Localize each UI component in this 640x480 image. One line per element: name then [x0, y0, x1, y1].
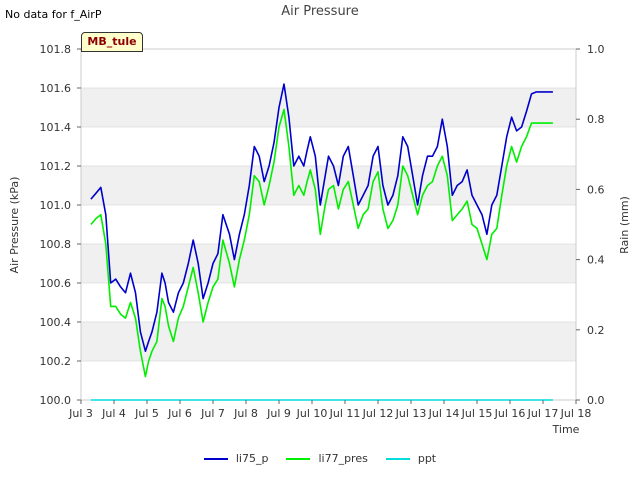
x-tick-label: Jul 18 [560, 407, 592, 420]
x-tick-label: Jul 9 [266, 407, 291, 420]
x-tick-label: Jul 8 [233, 407, 258, 420]
legend-item-li77-pres[interactable]: li77_pres [286, 452, 368, 465]
series-line-li77-pres [90, 108, 553, 378]
x-tick-label: Jul 3 [68, 407, 93, 420]
y-axis-ticks: 100.0 100.2 100.4 100.6 100.8 101.0 101.2 101.4… [40, 43, 81, 407]
grid-band [81, 88, 576, 127]
legend-label-ppt: ppt [417, 452, 437, 465]
series-lines [90, 83, 553, 401]
y-tick-label: 101.0 [40, 199, 72, 212]
x-tick-label: Jul 16 [494, 407, 526, 420]
legend-swatch-li75-p [203, 457, 228, 460]
x-tick-label: Jul 4 [101, 407, 126, 420]
y-tick-label: 101.2 [40, 160, 72, 173]
x-tick-label: Jul 15 [461, 407, 493, 420]
grid-band [81, 166, 576, 205]
x-tick-label: Jul 13 [395, 407, 427, 420]
no-data-text: No data for f_AirP [5, 8, 102, 21]
chart-title: Air Pressure [281, 4, 359, 19]
legend: li75_p li77_pres ppt [0, 452, 640, 465]
grid-bands [81, 48, 576, 401]
x-tick-label: Jul 17 [527, 407, 559, 420]
y2-tick-label: 0.0 [587, 394, 605, 407]
y-tick-label: 101.6 [40, 82, 72, 95]
y-tick-label: 100.6 [40, 277, 72, 290]
y2-tick-label: 1.0 [587, 43, 605, 56]
x-tick-label: Jul 11 [329, 407, 361, 420]
legend-swatch-li77-pres [286, 457, 311, 460]
x-axis-ticks: Jul 3 Jul 4 Jul 5 Jul 6 Jul 7 Jul 8 Jul 9 Jul 1… [68, 400, 591, 420]
x-axis-label: Time [552, 423, 580, 436]
grid-band [81, 244, 576, 283]
y-axis-label: Air Pressure (kPa) [8, 177, 21, 274]
x-tick-label: Jul 5 [134, 407, 159, 420]
y-tick-label: 100.2 [40, 355, 72, 368]
y-tick-label: 100.8 [40, 238, 72, 251]
y-tick-label: 101.8 [40, 43, 72, 56]
x-tick-label: Jul 6 [167, 407, 192, 420]
y2-tick-label: 0.2 [587, 324, 605, 337]
y2-tick-label: 0.4 [587, 254, 605, 267]
y-tick-label: 101.4 [40, 121, 72, 134]
legend-item-li75-p[interactable]: li75_p [203, 452, 269, 465]
y-tick-label: 100.4 [40, 316, 72, 329]
x-tick-label: Jul 14 [428, 407, 460, 420]
y-tick-label: 100.0 [40, 394, 72, 407]
legend-item-ppt[interactable]: ppt [385, 452, 437, 465]
x-tick-label: Jul 10 [296, 407, 328, 420]
y2-axis-ticks: 0.0 0.2 0.4 0.6 0.8 1.0 [576, 43, 605, 407]
legend-label-li75-p: li75_p [235, 452, 269, 465]
series-line-li75-p [90, 83, 553, 353]
legend-swatch-ppt [385, 457, 410, 460]
y2-tick-label: 0.8 [587, 113, 605, 126]
station-badge: MB_tule [81, 32, 143, 52]
grid-band [81, 322, 576, 361]
x-tick-label: Jul 12 [362, 407, 394, 420]
y2-tick-label: 0.6 [587, 183, 605, 196]
x-tick-label: Jul 7 [200, 407, 225, 420]
legend-label-li77-pres: li77_pres [318, 452, 368, 465]
y2-axis-label: Rain (mm) [618, 196, 631, 254]
